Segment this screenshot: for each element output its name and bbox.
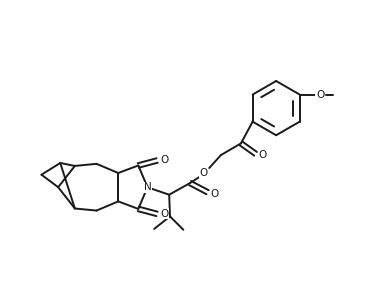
Text: O: O <box>259 151 267 160</box>
Text: O: O <box>200 168 208 178</box>
Text: O: O <box>210 189 219 199</box>
Text: O: O <box>160 155 168 166</box>
Text: N: N <box>144 182 151 192</box>
Text: O: O <box>160 209 168 219</box>
Text: O: O <box>316 89 324 100</box>
